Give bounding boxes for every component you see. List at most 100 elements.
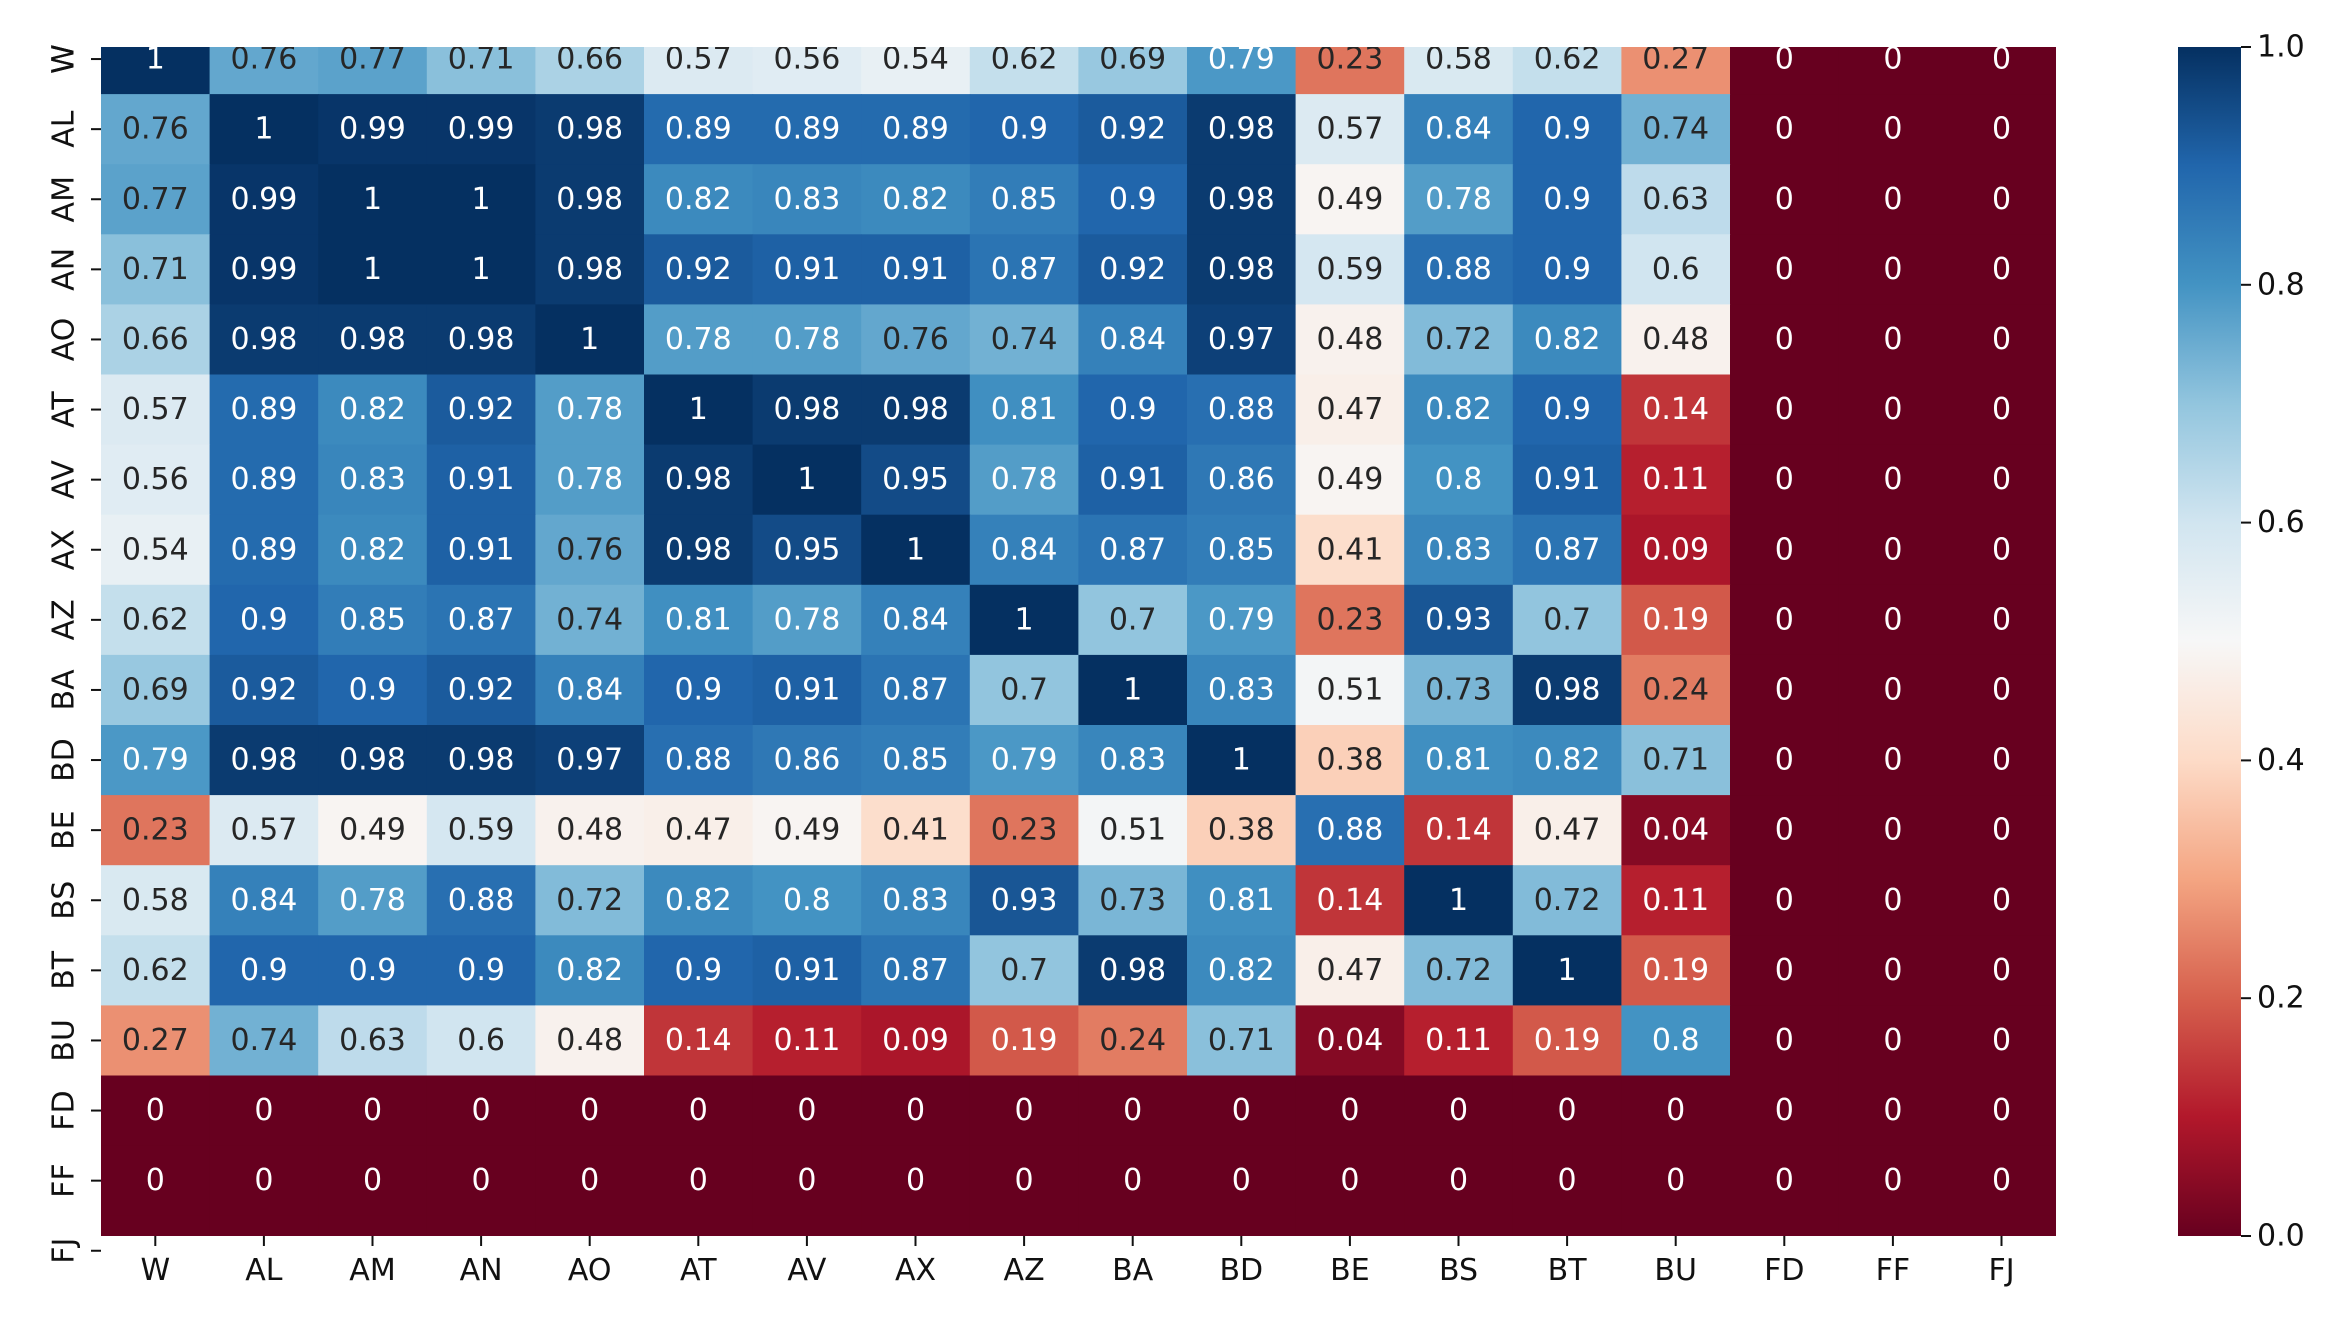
cell-AM-AN xyxy=(426,164,536,235)
cell-label-BE-BS: 0.14 xyxy=(1425,813,1492,848)
cell-label-BA-FF: 0 xyxy=(1883,672,1902,707)
cell-label-AX-AM: 0.82 xyxy=(339,532,406,567)
cell-label-W-AT: 0.57 xyxy=(665,42,732,77)
x-tick-label-AZ: AZ xyxy=(1004,1253,1045,1288)
cell-label-BS-AV: 0.8 xyxy=(783,883,831,918)
cell-W-BD xyxy=(1187,47,1297,95)
cell-BT-AX xyxy=(861,935,971,1006)
cell-label-BD-AT: 0.88 xyxy=(665,743,732,778)
cell-label-BD-FD: 0 xyxy=(1775,743,1794,778)
cell-BS-AT xyxy=(644,865,754,936)
x-tick-label-FJ: FJ xyxy=(1988,1253,2014,1288)
cell-label-FJ-FD: 0 xyxy=(1775,1233,1794,1268)
cell-AZ-AZ xyxy=(969,584,1079,656)
cell-label-BA-AN: 0.92 xyxy=(448,672,515,707)
cell-BE-FD xyxy=(1730,795,1840,866)
cell-label-BS-BU: 0.11 xyxy=(1642,883,1709,918)
cell-label-BE-BE: 0.88 xyxy=(1317,813,1384,848)
cell-label-BU-FJ: 0 xyxy=(1992,1023,2011,1058)
cell-BS-W xyxy=(101,865,211,936)
cell-label-BD-AZ: 0.79 xyxy=(991,743,1058,778)
cell-AM-AX xyxy=(861,164,971,235)
cell-label-AN-BD: 0.98 xyxy=(1208,252,1275,287)
cell-label-BT-BA: 0.98 xyxy=(1099,953,1166,988)
cell-label-AT-BA: 0.9 xyxy=(1109,392,1157,427)
cell-label-BD-BD: 1 xyxy=(1232,743,1251,778)
cell-AX-BE xyxy=(1295,514,1405,586)
cell-AO-AM xyxy=(318,304,428,376)
y-tick-label-AO: AO xyxy=(47,318,82,362)
cell-BE-BU xyxy=(1621,795,1731,866)
cell-BS-BU xyxy=(1621,865,1731,936)
cell-label-AX-AZ: 0.84 xyxy=(991,532,1058,567)
cell-BE-FF xyxy=(1838,795,1948,866)
cell-label-BT-AL: 0.9 xyxy=(240,953,288,988)
cell-label-AT-BS: 0.82 xyxy=(1425,392,1492,427)
cell-FJ-BD xyxy=(1187,1215,1297,1236)
cell-label-AT-BT: 0.9 xyxy=(1543,392,1591,427)
cell-label-FJ-BU: 0 xyxy=(1666,1233,1685,1268)
cell-label-BD-FJ: 0 xyxy=(1992,743,2011,778)
cell-label-AL-AL: 1 xyxy=(254,112,273,147)
cell-AV-AX xyxy=(861,444,971,516)
cell-AX-AL xyxy=(209,514,319,586)
cell-label-AN-BS: 0.88 xyxy=(1425,252,1492,287)
cell-AO-FD xyxy=(1730,304,1840,376)
cell-BD-AM xyxy=(318,725,428,796)
cell-label-FJ-BT: 0 xyxy=(1558,1233,1577,1268)
cell-label-AX-AO: 0.76 xyxy=(556,532,623,567)
cell-BS-AV xyxy=(752,865,862,936)
cell-label-AV-BS: 0.8 xyxy=(1435,462,1483,497)
cell-AV-AL xyxy=(209,444,319,516)
cell-label-FD-AM: 0 xyxy=(363,1093,382,1128)
cell-AT-AT xyxy=(644,374,754,446)
cell-label-AV-AZ: 0.78 xyxy=(991,462,1058,497)
cell-AM-FD xyxy=(1730,164,1840,235)
cell-BU-AZ xyxy=(969,1005,1079,1077)
cell-label-AX-BA: 0.87 xyxy=(1099,532,1166,567)
cell-FF-BE xyxy=(1295,1145,1405,1217)
cell-FD-FD xyxy=(1730,1075,1840,1147)
cell-label-BU-AO: 0.48 xyxy=(556,1023,623,1058)
cell-label-AL-FJ: 0 xyxy=(1992,112,2011,147)
cell-FF-AT xyxy=(644,1145,754,1217)
cell-label-AM-BE: 0.49 xyxy=(1317,182,1384,217)
cell-FD-AL xyxy=(209,1075,319,1147)
x-tick-label-AL: AL xyxy=(245,1253,283,1288)
cell-label-AZ-FJ: 0 xyxy=(1992,602,2011,637)
cell-BD-AX xyxy=(861,725,971,796)
cell-label-AO-BE: 0.48 xyxy=(1317,322,1384,357)
cell-AT-FD xyxy=(1730,374,1840,446)
cell-AV-W xyxy=(101,444,211,516)
cell-BE-FJ xyxy=(1947,795,2056,866)
cell-BA-AT xyxy=(644,654,754,726)
cell-W-AV xyxy=(752,47,862,95)
cell-label-FF-BT: 0 xyxy=(1558,1163,1577,1198)
cell-label-AT-AL: 0.89 xyxy=(231,392,298,427)
cell-BT-BT xyxy=(1512,935,1622,1006)
cell-BA-BT xyxy=(1512,654,1622,726)
cell-label-FD-BU: 0 xyxy=(1666,1093,1685,1128)
y-tick-label-W: W xyxy=(47,44,82,74)
cell-label-BA-BD: 0.83 xyxy=(1208,672,1275,707)
cell-label-BS-AX: 0.83 xyxy=(882,883,949,918)
cell-label-BD-AN: 0.98 xyxy=(448,743,515,778)
cell-AZ-BS xyxy=(1404,584,1514,656)
cell-label-AO-BT: 0.82 xyxy=(1534,322,1601,357)
cell-W-AM xyxy=(318,47,428,95)
cell-AN-AX xyxy=(861,234,971,305)
cell-AZ-BE xyxy=(1295,584,1405,656)
cell-label-BA-AL: 0.92 xyxy=(231,672,298,707)
cell-BD-BA xyxy=(1078,725,1188,796)
x-tick-label-FD: FD xyxy=(1764,1253,1804,1288)
cell-label-BU-BE: 0.04 xyxy=(1317,1023,1384,1058)
cell-BA-FF xyxy=(1838,654,1948,726)
cell-label-BS-FD: 0 xyxy=(1775,883,1794,918)
cell-label-FD-FJ: 0 xyxy=(1992,1093,2011,1128)
cell-BE-AX xyxy=(861,795,971,866)
cell-label-AO-AV: 0.78 xyxy=(774,322,841,357)
cell-FF-AO xyxy=(535,1145,645,1217)
cell-AZ-BU xyxy=(1621,584,1731,656)
cell-AO-AO xyxy=(535,304,645,376)
cell-label-FF-AX: 0 xyxy=(906,1163,925,1198)
